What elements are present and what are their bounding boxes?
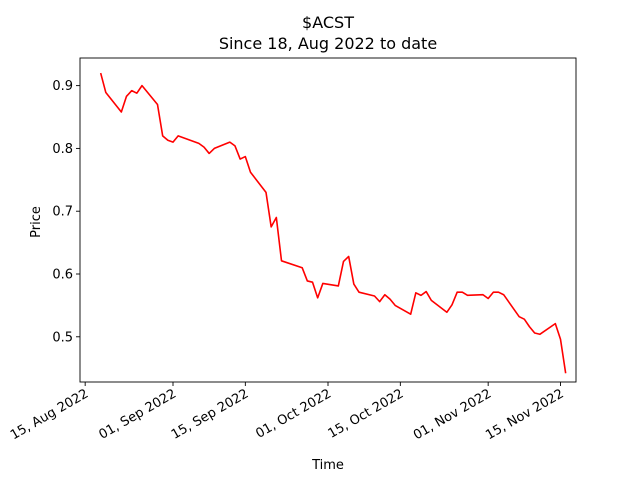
y-tick-label: 0.5 xyxy=(52,330,73,345)
y-tick-label: 0.8 xyxy=(52,142,73,157)
y-axis-title: Price xyxy=(29,206,44,238)
x-axis-title: Time xyxy=(311,458,344,473)
chart-subtitle: Since 18, Aug 2022 to date xyxy=(219,34,437,53)
y-tick-label: 0.7 xyxy=(52,205,73,220)
y-tick-label: 0.9 xyxy=(52,79,73,94)
series-line-0 xyxy=(99,72,567,374)
y-tick-label: 0.6 xyxy=(52,268,73,283)
chart-title: $ACST xyxy=(302,13,354,32)
